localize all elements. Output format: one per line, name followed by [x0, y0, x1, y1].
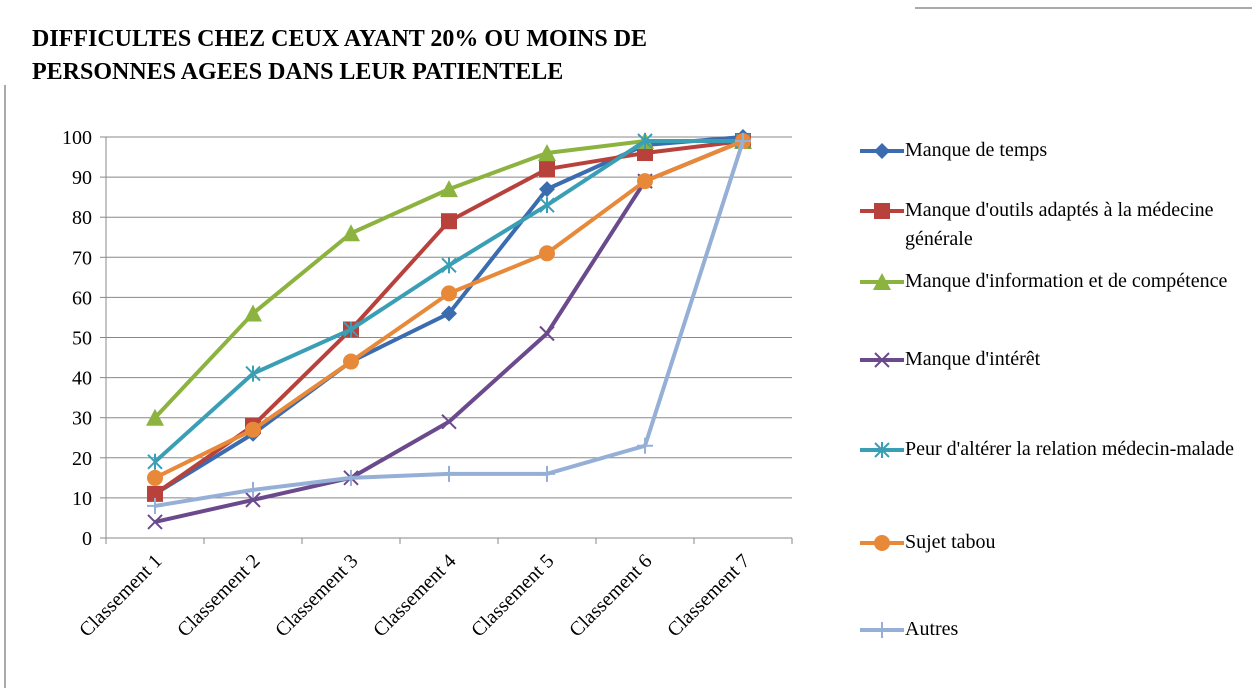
marker	[539, 245, 555, 262]
marker	[637, 133, 653, 150]
series	[147, 133, 751, 514]
marker	[441, 257, 457, 274]
legend-label: Sujet tabou	[905, 531, 996, 553]
x-tick-label: Classement 4	[369, 550, 460, 641]
marker	[147, 453, 163, 470]
legend-item: Peur d'altérer la relation médecin-malad…	[860, 435, 1250, 464]
legend-item: Manque de temps	[860, 136, 1250, 165]
y-tick-label: 60	[72, 287, 92, 309]
y-tick-label: 100	[62, 127, 92, 149]
y-tick-label: 80	[72, 207, 92, 229]
legend-icon	[860, 442, 904, 458]
legend-icon	[860, 352, 904, 368]
marker	[735, 133, 751, 150]
marker	[245, 421, 261, 438]
legend-label: Manque d'outils adaptés à la médecine gé…	[905, 199, 1214, 250]
y-tick-label: 90	[72, 167, 92, 189]
legend-icon	[860, 622, 904, 638]
x-tick-label: Classement 5	[467, 550, 558, 641]
marker	[539, 197, 555, 214]
marker	[538, 144, 556, 162]
marker	[874, 535, 890, 551]
x-tick-label: Classement 6	[565, 550, 656, 641]
marker	[874, 442, 890, 458]
legend-item: Manque d'intérêt	[860, 345, 1250, 374]
marker	[539, 181, 555, 198]
chart-title: PERSONNES AGEES DANS LEUR PATIENTELE	[32, 59, 563, 85]
marker	[873, 273, 891, 290]
legend-icon	[860, 203, 904, 219]
marker	[245, 365, 261, 382]
legend-label: Manque d'intérêt	[905, 348, 1041, 370]
x-tick-label: Classement 7	[663, 550, 754, 641]
marker	[440, 180, 458, 198]
marker	[244, 304, 262, 322]
y-tick-label: 40	[72, 368, 92, 390]
legend-label: Manque d'information et de compétence	[905, 270, 1228, 292]
marker	[343, 469, 359, 486]
series	[147, 133, 751, 486]
legend-item: Autres	[860, 615, 1250, 644]
y-tick-label: 30	[72, 408, 92, 430]
x-tick-label: Classement 3	[271, 550, 362, 641]
y-tick-label: 70	[72, 247, 92, 269]
legend-label: Manque de temps	[905, 139, 1048, 161]
y-tick-label: 0	[82, 528, 92, 550]
marker	[147, 514, 163, 530]
marker	[637, 145, 653, 162]
marker	[245, 481, 261, 498]
marker	[539, 161, 555, 178]
marker	[874, 352, 890, 368]
y-tick-label: 50	[72, 328, 92, 350]
legend-icon	[860, 143, 904, 159]
marker	[146, 408, 164, 426]
chart-title: DIFFICULTES CHEZ CEUX AYANT 20% OU MOINS…	[32, 26, 647, 52]
legend-item: Sujet tabou	[860, 528, 1250, 557]
marker	[637, 437, 653, 454]
marker	[874, 203, 890, 219]
marker	[637, 173, 653, 190]
legend-icon	[860, 273, 904, 290]
legend-label: Peur d'altérer la relation médecin-malad…	[905, 438, 1234, 460]
marker	[342, 224, 360, 242]
y-tick-label: 10	[72, 488, 92, 510]
marker	[343, 321, 359, 338]
x-tick-label: Classement 2	[173, 550, 264, 641]
marker	[874, 622, 890, 638]
marker	[441, 414, 457, 430]
marker	[147, 469, 163, 486]
legend-icon	[860, 535, 904, 551]
marker	[441, 305, 457, 322]
y-tick-label: 20	[72, 448, 92, 470]
marker	[441, 285, 457, 302]
marker	[539, 325, 555, 342]
legend-label: Autres	[905, 618, 959, 640]
marker	[874, 143, 890, 159]
marker	[343, 353, 359, 370]
line	[154, 139, 744, 524]
marker	[539, 465, 555, 482]
marker	[441, 465, 457, 482]
legend-item: Manque d'information et de compétence	[860, 267, 1250, 296]
marker	[147, 485, 163, 502]
marker	[147, 497, 163, 514]
marker	[245, 492, 261, 508]
x-tick-label: Classement 1	[75, 550, 166, 641]
legend-item: Manque d'outils adaptés à la médecine gé…	[860, 196, 1250, 254]
marker	[441, 213, 457, 230]
